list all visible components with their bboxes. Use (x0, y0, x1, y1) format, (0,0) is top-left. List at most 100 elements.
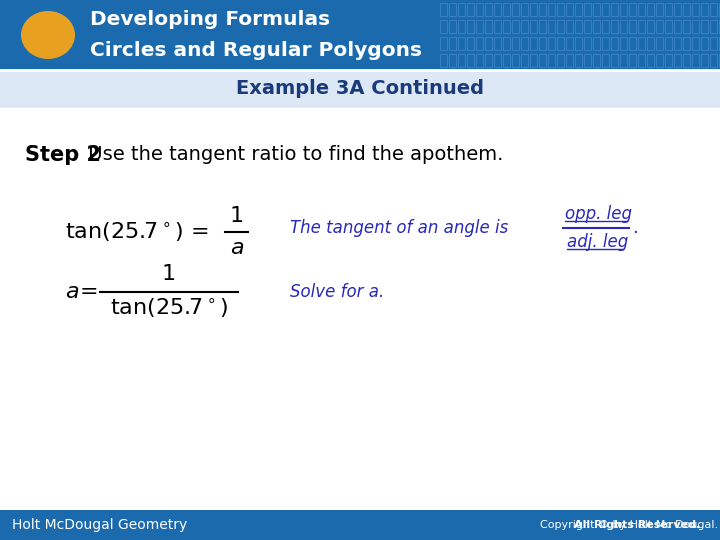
Bar (602, 37, 609, 50)
Bar (476, 37, 483, 50)
Bar (503, 20, 510, 33)
Bar (458, 20, 465, 33)
Bar (647, 20, 654, 33)
Text: =: = (80, 282, 99, 302)
Bar (440, 37, 447, 50)
Bar (584, 37, 591, 50)
Bar (584, 20, 591, 33)
Text: Solve for a.: Solve for a. (290, 283, 384, 301)
Bar (557, 20, 564, 33)
Bar (602, 54, 609, 67)
Bar (440, 54, 447, 67)
Bar (539, 54, 546, 67)
Bar (503, 3, 510, 16)
Bar (611, 54, 618, 67)
Bar (440, 3, 447, 16)
Bar (620, 20, 627, 33)
Bar (548, 20, 555, 33)
Bar (494, 37, 501, 50)
Bar (557, 54, 564, 67)
Bar (458, 3, 465, 16)
Bar (512, 3, 519, 16)
Bar (629, 54, 636, 67)
Bar (584, 54, 591, 67)
Text: 1: 1 (162, 264, 176, 284)
Bar (530, 54, 537, 67)
Bar (701, 37, 708, 50)
Bar (692, 54, 699, 67)
Bar (476, 20, 483, 33)
Bar (0, 70, 720, 108)
Bar (458, 37, 465, 50)
Bar (620, 3, 627, 16)
Bar (638, 3, 645, 16)
Bar (566, 37, 573, 50)
Text: Circles and Regular Polygons: Circles and Regular Polygons (90, 41, 422, 60)
Bar (620, 54, 627, 67)
Bar (467, 54, 474, 67)
Bar (530, 20, 537, 33)
Bar (593, 3, 600, 16)
Bar (494, 54, 501, 67)
Text: a: a (230, 238, 243, 258)
Bar (575, 3, 582, 16)
Bar (494, 20, 501, 33)
Bar (710, 3, 717, 16)
Bar (674, 37, 681, 50)
Bar (548, 37, 555, 50)
Bar (584, 3, 591, 16)
Text: adj. leg: adj. leg (567, 233, 629, 251)
Bar (665, 37, 672, 50)
Bar (521, 20, 528, 33)
Bar (701, 3, 708, 16)
Bar (602, 20, 609, 33)
Text: Use the tangent ratio to find the apothem.: Use the tangent ratio to find the apothe… (82, 145, 503, 165)
Text: tan(25.7$\mathregular{^\circ}$): tan(25.7$\mathregular{^\circ}$) (110, 296, 228, 320)
Text: Developing Formulas: Developing Formulas (90, 10, 330, 29)
Bar (665, 20, 672, 33)
Bar (521, 54, 528, 67)
Bar (683, 20, 690, 33)
Bar (512, 54, 519, 67)
Bar (692, 20, 699, 33)
Bar (710, 54, 717, 67)
Bar (593, 20, 600, 33)
Bar (575, 37, 582, 50)
Bar (638, 54, 645, 67)
Bar (449, 20, 456, 33)
Bar (656, 20, 663, 33)
Bar (683, 3, 690, 16)
Bar (674, 20, 681, 33)
Bar (656, 37, 663, 50)
Text: The tangent of an angle is: The tangent of an angle is (290, 219, 508, 237)
Bar (494, 3, 501, 16)
Bar (566, 3, 573, 16)
Bar (647, 37, 654, 50)
Bar (683, 54, 690, 67)
Bar (0, 510, 720, 540)
Bar (512, 20, 519, 33)
Bar (467, 37, 474, 50)
Bar (638, 37, 645, 50)
Bar (719, 54, 720, 67)
Bar (701, 54, 708, 67)
Bar (674, 54, 681, 67)
Text: All Rights Reserved.: All Rights Reserved. (574, 520, 700, 530)
Text: a: a (65, 282, 78, 302)
Bar (611, 37, 618, 50)
Bar (593, 54, 600, 67)
Bar (719, 3, 720, 16)
Bar (530, 3, 537, 16)
Bar (557, 3, 564, 16)
Text: Step 2: Step 2 (25, 145, 101, 165)
Bar (710, 37, 717, 50)
Bar (629, 20, 636, 33)
Text: .: . (632, 219, 638, 237)
Bar (476, 3, 483, 16)
Bar (665, 3, 672, 16)
Bar (521, 37, 528, 50)
Bar (656, 54, 663, 67)
Bar (467, 20, 474, 33)
Bar (485, 3, 492, 16)
Bar (503, 37, 510, 50)
